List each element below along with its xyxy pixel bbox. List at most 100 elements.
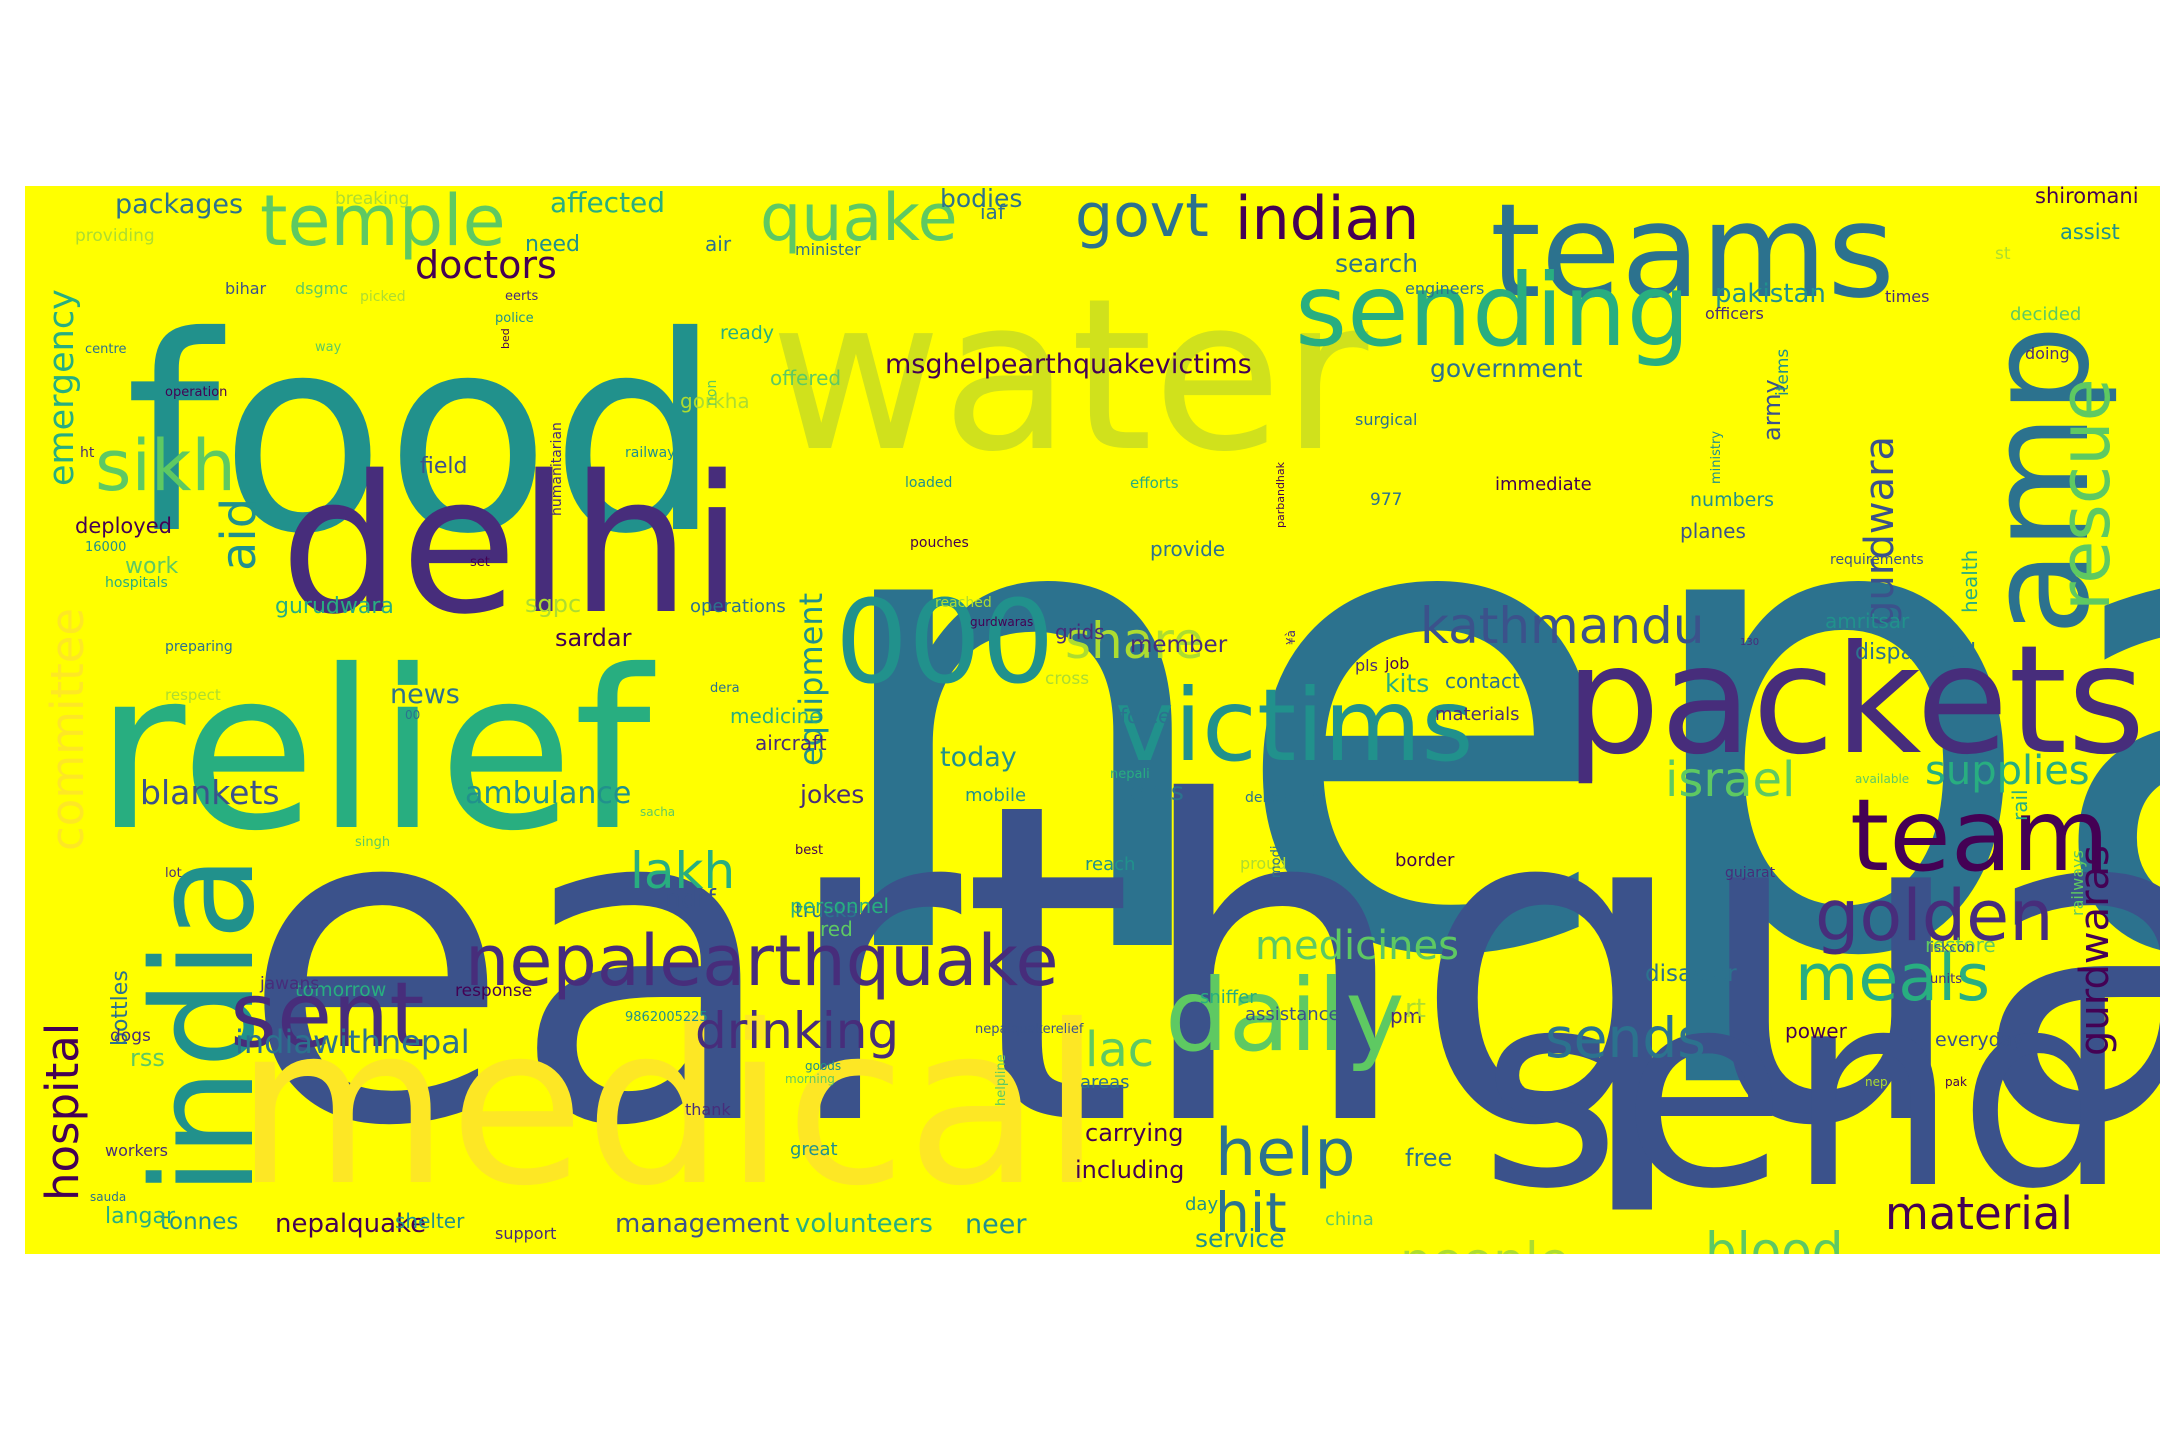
word-53: packages <box>115 189 244 220</box>
word-109: numbers <box>1690 489 1775 511</box>
word-118: jawans <box>260 974 320 994</box>
word-2: food <box>125 278 722 593</box>
word-29: hit <box>1215 1181 1287 1245</box>
word-94: medicine <box>730 704 822 728</box>
word-114: restore <box>1925 933 1996 957</box>
word-129: areas <box>1080 1072 1130 1093</box>
word-22: golden <box>1815 875 2054 957</box>
word-87: need <box>525 232 580 257</box>
word-16: team <box>1850 777 2110 894</box>
word-146: st <box>1995 244 2011 264</box>
word-108: planes <box>1680 519 1746 543</box>
word-36: israel <box>1665 752 1796 808</box>
word-101: provide <box>1150 537 1226 561</box>
word-111: pm <box>1390 1004 1423 1028</box>
word-35: share <box>1065 612 1204 670</box>
word-64: kits <box>1385 669 1430 698</box>
word-72: neer <box>965 1209 1027 1240</box>
word-189: nep <box>1865 1075 1888 1089</box>
word-37: medicines <box>1255 923 1459 969</box>
word-166: preparing <box>165 639 233 655</box>
word-158: operation <box>165 385 228 400</box>
word-155: bed <box>499 328 512 349</box>
word-107: health <box>1958 549 1982 613</box>
word-165: hospitals <box>105 575 168 591</box>
word-81: tomorrow <box>295 979 387 1001</box>
word-80: rss <box>130 1044 165 1072</box>
word-14: sending <box>1295 252 1691 369</box>
word-90: ready <box>720 322 775 344</box>
word-12: victims <box>1115 667 1474 784</box>
word-27: govt <box>1075 186 1209 251</box>
word-159: ht <box>80 445 95 461</box>
word-74: langar <box>105 1204 176 1229</box>
word-171: delegation <box>1245 790 1320 806</box>
word-3: water <box>770 253 1369 498</box>
word-58: pakistan <box>1715 279 1826 309</box>
word-32: drinking <box>695 1002 900 1060</box>
word-50: supplies <box>1925 748 2090 794</box>
word-154: police <box>495 311 534 326</box>
word-168: dera <box>710 681 740 696</box>
word-152: picked <box>360 289 406 305</box>
word-102: grids <box>1055 620 1105 644</box>
word-138: loaded <box>905 475 953 491</box>
word-49: indiawithnepal <box>235 1023 470 1061</box>
word-34: people <box>1400 1236 1569 1254</box>
word-67: assist <box>2060 220 2120 244</box>
word-38: lakh <box>630 842 736 900</box>
word-181: units <box>1930 972 1962 987</box>
word-41: aid <box>211 497 267 571</box>
word-21: quake <box>760 186 958 256</box>
word-4: relief <box>95 623 652 879</box>
word-186: morning <box>785 1072 835 1086</box>
word-1: earthquake <box>240 710 2160 1222</box>
word-137: efforts <box>1130 474 1179 492</box>
word-95: aircraft <box>755 731 827 755</box>
word-195: ministry <box>1709 430 1724 484</box>
word-75: service <box>1195 1224 1285 1253</box>
word-24: help <box>1215 1116 1356 1191</box>
word-43: committee <box>41 607 94 851</box>
word-190: pak <box>1945 1075 1967 1089</box>
word-60: today <box>940 742 1017 773</box>
word-20: temple <box>260 186 506 262</box>
word-161: non <box>704 379 720 406</box>
word-82: gurudwara <box>275 594 394 619</box>
word-93: operations <box>690 596 786 617</box>
word-cloud: nepalearthquakefoodwaterreliefmedicalsen… <box>25 186 2160 1254</box>
word-45: gurdwara <box>1857 435 1903 626</box>
word-97: personnel <box>790 894 890 918</box>
word-73: tonnes <box>160 1209 239 1235</box>
word-136: 977 <box>1370 490 1403 510</box>
word-57: government <box>1430 354 1583 383</box>
word-66: shiromani <box>2035 186 2139 208</box>
word-52: ambulance <box>465 776 632 811</box>
word-9: packets <box>1565 614 2146 788</box>
word-142: officers <box>1705 304 1764 323</box>
word-177: proud <box>1240 854 1287 873</box>
word-100: force <box>1120 704 1171 728</box>
word-123: day <box>1185 1194 1219 1215</box>
word-164: set <box>470 555 490 570</box>
word-151: dsgmc <box>295 279 349 298</box>
word-157: way <box>315 340 342 355</box>
word-47: doctors <box>415 243 557 287</box>
word-78: free <box>1405 1144 1453 1172</box>
word-120: response <box>455 981 533 1001</box>
word-13: daily <box>1165 957 1405 1074</box>
word-106: rail <box>2008 789 2032 821</box>
word-117: sniffer <box>1200 987 1257 1008</box>
word-51: msghelpearthquakevictims <box>885 349 1252 380</box>
word-170: nepali <box>1110 767 1150 782</box>
word-68: disaster <box>1645 961 1737 987</box>
word-163: 16000 <box>85 540 127 555</box>
word-125: sgpc <box>525 590 582 618</box>
word-70: management <box>615 1209 790 1239</box>
word-180: iskcon <box>1930 940 1975 956</box>
word-144: decided <box>2010 304 2082 325</box>
word-7: delhi <box>280 435 744 656</box>
word-184: nepalquakerelief <box>975 1022 1084 1037</box>
word-193: gurdwaras <box>970 615 1034 629</box>
word-98: red <box>820 917 853 941</box>
